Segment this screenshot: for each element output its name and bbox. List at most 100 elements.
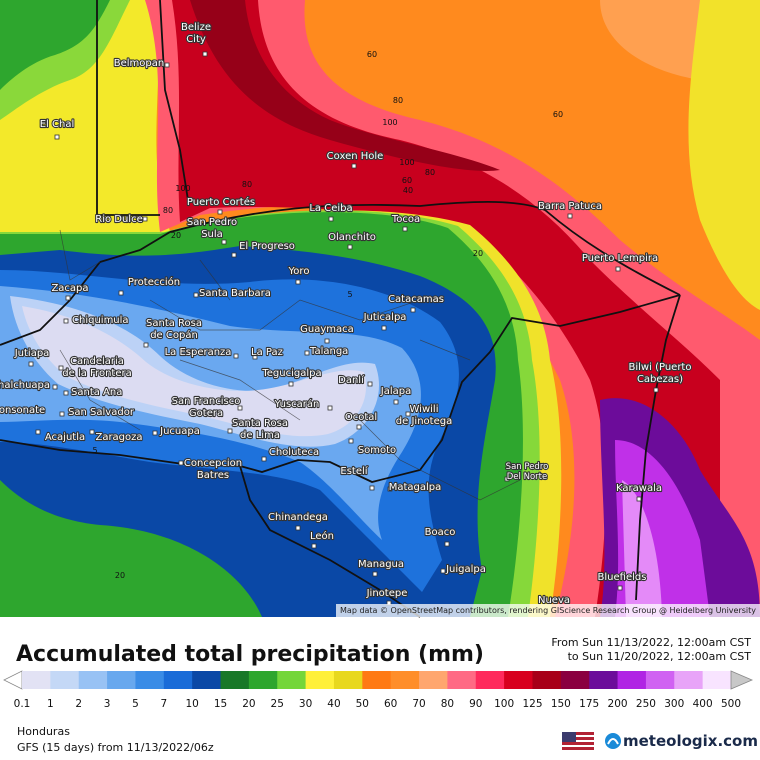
city-label: Wiwili — [410, 404, 439, 415]
city-label: Jinotepe — [366, 588, 408, 599]
colorbar-swatch — [532, 671, 562, 689]
city-label: Zacapa — [51, 283, 88, 294]
legend-title: Accumulated total precipitation (mm) — [16, 642, 484, 667]
colorbar-tick-label: 70 — [412, 698, 425, 710]
contour-label: 20 — [115, 571, 125, 580]
city-marker — [227, 428, 233, 434]
colorbar-tick-label: 80 — [441, 698, 454, 710]
contour-label: 5 — [92, 446, 97, 455]
colorbar-tick-label: 30 — [299, 698, 312, 710]
colorbar-swatch — [447, 671, 477, 689]
city-label: Barra Patuca — [538, 201, 602, 212]
city-label: Yuscarán — [274, 398, 320, 410]
city-marker — [567, 213, 573, 219]
city-label: San Pedro — [506, 462, 549, 472]
colorbar-tick-label: 25 — [271, 698, 284, 710]
city-label: Batres — [197, 470, 229, 481]
colorbar-tick-label: 50 — [356, 698, 369, 710]
colorbar-tick-label: 7 — [160, 698, 167, 710]
city-label: Candelaria — [70, 356, 124, 367]
city-marker — [327, 405, 333, 411]
city-label: Danlí — [338, 374, 365, 386]
city-marker — [252, 354, 258, 360]
colorbar-swatch — [78, 671, 108, 689]
contour-label: 40 — [403, 186, 413, 195]
city-label: de la Frontera — [62, 368, 131, 379]
colorbar-tick-label: 60 — [384, 698, 397, 710]
colorbar-swatch — [220, 671, 250, 689]
colorbar-swatch — [135, 671, 165, 689]
city-label: La Esperanza — [165, 347, 232, 358]
contour-label: 5 — [347, 290, 352, 299]
colorbar-tick-label: 5 — [132, 698, 139, 710]
colorbar-tick-label: 400 — [693, 698, 713, 710]
contour-label: 100 — [399, 158, 414, 167]
city-label: Santa Barbara — [199, 288, 271, 299]
city-label: Santa Rosa — [146, 318, 202, 329]
brand[interactable]: meteologix.com — [623, 732, 758, 750]
colorbar-swatch — [390, 671, 420, 689]
city-marker — [54, 134, 60, 140]
logo-mark — [607, 738, 619, 745]
city-label: Sula — [201, 229, 223, 240]
colorbar-swatch — [163, 671, 193, 689]
colorbar-arrow — [730, 670, 754, 690]
city-marker — [217, 209, 223, 215]
contour-label: 80 — [393, 96, 403, 105]
city-marker — [367, 381, 373, 387]
colorbar-swatch — [305, 671, 335, 689]
city-marker — [328, 216, 334, 222]
colorbar-tick-label: 15 — [214, 698, 227, 710]
city-marker — [304, 350, 310, 356]
colorbar-swatch — [419, 671, 448, 689]
city-marker — [233, 353, 239, 359]
colorbar-tick-label: 200 — [608, 698, 628, 710]
contour-label: 20 — [473, 249, 483, 258]
border — [0, 261, 101, 346]
city-label: Puerto Lempira — [582, 253, 658, 264]
legend: Accumulated total precipitation (mm) Fro… — [3, 636, 754, 710]
city-label: Juigalpa — [445, 564, 486, 575]
field — [430, 0, 700, 80]
city-marker — [52, 384, 58, 390]
city-label: Zaragoza — [95, 432, 142, 443]
city-marker — [393, 399, 399, 405]
city-marker — [193, 292, 199, 298]
city-marker — [444, 541, 450, 547]
flag-stripe — [562, 740, 594, 742]
admin-line — [59, 229, 521, 501]
field — [22, 306, 367, 437]
colorbar-arrow — [3, 670, 23, 690]
contour-label: 100 — [382, 118, 397, 127]
colorbar: 0.1 1 2 3 5 7 10 15 20 25 30 40 50 60 70 80 90 100 125 150 1… — [3, 670, 754, 710]
city-label: Managua — [358, 559, 404, 570]
city-marker — [288, 381, 294, 387]
colorbar-swatch — [107, 671, 136, 689]
city-marker — [261, 456, 267, 462]
city-label: Jucuapa — [159, 426, 200, 437]
date-to: to Sun 11/20/2022, 12:00am CST — [568, 650, 752, 663]
city-marker — [143, 342, 149, 348]
colorbar-tick-label: 40 — [327, 698, 340, 710]
city-marker — [118, 290, 124, 296]
city-label: Olanchito — [328, 232, 376, 243]
city-label: El Chal — [40, 119, 75, 130]
city-marker — [295, 279, 301, 285]
city-label: León — [310, 530, 334, 542]
contour-label: 60 — [553, 110, 563, 119]
contour-label: 80 — [163, 206, 173, 215]
city-marker — [410, 307, 416, 313]
city-marker — [89, 429, 95, 435]
city-marker — [63, 318, 69, 324]
city-label: Ocotal — [345, 412, 377, 423]
city-label: de Jinotega — [396, 416, 452, 427]
field — [622, 480, 662, 617]
city-label: San Salvador — [68, 407, 135, 418]
field — [0, 0, 110, 90]
coastline — [169, 201, 681, 296]
coastline — [635, 294, 681, 601]
colorbar-swatch — [333, 671, 363, 689]
city-marker — [387, 486, 393, 492]
city-label: Nueva — [538, 595, 570, 606]
city-label: Chinandega — [268, 512, 328, 523]
